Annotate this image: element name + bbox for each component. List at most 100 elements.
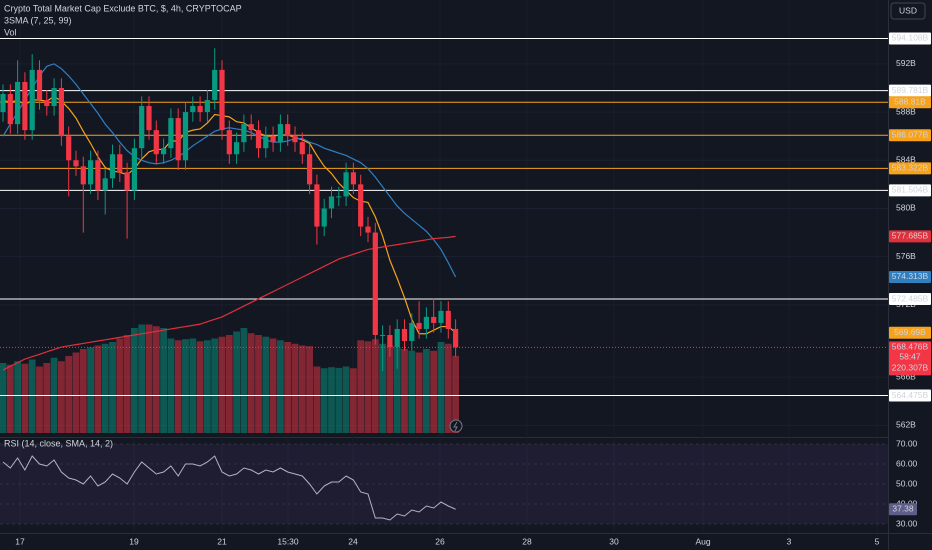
candle-body (416, 322, 422, 329)
volume-bar (94, 345, 102, 433)
volume-bar (313, 366, 321, 433)
volume-bar (240, 328, 248, 433)
volume-bar (123, 335, 131, 433)
candle-body (95, 160, 101, 191)
x-tick-label: Aug (695, 536, 710, 546)
volume-bar (116, 338, 124, 433)
price-line-label-box (889, 162, 931, 175)
y-tick-label: 588B (896, 106, 916, 116)
volume-bar (277, 340, 284, 433)
candle-body (58, 87, 64, 137)
volume-bar (393, 347, 401, 433)
volume-bar (189, 338, 197, 433)
rsi-line (2, 455, 456, 521)
currency-button[interactable] (890, 2, 926, 20)
candle-body (423, 316, 429, 329)
volume-bar (211, 338, 219, 433)
candle-body (336, 196, 342, 198)
last-price-label: 568.476B (892, 342, 929, 352)
x-tick-label: 21 (217, 536, 227, 546)
volume-bar (174, 340, 182, 433)
candle-body (131, 148, 137, 191)
volume-bar (79, 349, 87, 433)
volume-bar (28, 359, 36, 433)
volume-bar (255, 335, 262, 433)
volume-bar (444, 343, 452, 433)
candle-body (248, 124, 254, 131)
volume-bar (145, 324, 153, 433)
volume-bar (65, 356, 73, 433)
ma-label: 569.69B (894, 327, 926, 337)
x-tick-label: 3 (787, 536, 792, 546)
indicator-label[interactable]: 3SMA (7, 25, 99) (4, 15, 72, 25)
rsi-tick-label: 70.00 (896, 438, 918, 448)
candle-body (343, 172, 349, 197)
x-tick-label: 28 (522, 536, 532, 546)
candle-body (22, 81, 28, 131)
volume-bar (320, 368, 328, 433)
volume-bar (350, 368, 357, 433)
volume-bar (43, 363, 51, 433)
candle-body (36, 69, 43, 101)
candle-body (328, 196, 335, 209)
volume-last-label: 220.307B (892, 363, 929, 373)
candle-body (453, 328, 459, 348)
candle-body (109, 154, 116, 179)
ma-label: 574.313B (892, 271, 929, 281)
x-tick-label: 5 (875, 536, 880, 546)
volume-bar (233, 331, 240, 433)
candle-body (292, 136, 298, 143)
volume-bar (298, 345, 306, 433)
moving-average (2, 95, 456, 335)
y-tick-label: 566B (896, 371, 916, 381)
pane-separator (0, 437, 888, 438)
candle-body (321, 208, 327, 227)
candle-body (394, 328, 400, 348)
candle-body (263, 136, 269, 149)
currency-label[interactable]: USD (899, 5, 917, 15)
price-line-label: 589.781B (892, 85, 929, 95)
x-tick-label: 19 (129, 536, 139, 546)
ma-label-box (889, 230, 931, 243)
volume-bar (87, 347, 94, 433)
ma-label-box (889, 326, 931, 339)
y-tick-label: 576B (896, 251, 916, 261)
volume-bar (415, 352, 423, 433)
axis-separator (888, 0, 889, 550)
price-line-label-box (889, 293, 931, 306)
volume-bar (437, 342, 445, 433)
candle-body (175, 118, 181, 161)
y-tick-label: 584B (896, 155, 916, 165)
candle-body (365, 226, 371, 233)
rsi-tick-label: 50.00 (896, 478, 918, 488)
x-tick-label: 15:30 (277, 536, 299, 546)
price-line-label: 572.485B (892, 293, 929, 303)
candle-body (241, 124, 247, 143)
dividend-icon[interactable] (449, 419, 463, 433)
price-line-label-box (889, 389, 931, 402)
volume-bar (36, 366, 43, 433)
x-tick-label: 26 (435, 536, 445, 546)
volume-bar (131, 328, 138, 433)
volume-bar (284, 342, 292, 433)
candle-body (153, 130, 159, 155)
price-line-label: 564.475B (892, 390, 929, 400)
price-line-label-box (889, 84, 931, 97)
candle-body (307, 154, 313, 185)
volume-bar (328, 367, 335, 433)
volume-bar (138, 324, 146, 433)
rsi-title[interactable]: RSI (14, close, SMA, 14, 2) (4, 438, 113, 448)
volume-bar (452, 355, 459, 433)
ma-label-box (889, 270, 931, 283)
moving-average (2, 235, 456, 371)
candle-body (182, 112, 189, 161)
volume-bar (408, 350, 416, 433)
candle-body (431, 316, 437, 323)
volume-label[interactable]: Vol (4, 27, 17, 37)
volume-bar (342, 366, 350, 433)
price-line-label: 583.322B (892, 163, 929, 173)
volume-bar (247, 333, 255, 433)
